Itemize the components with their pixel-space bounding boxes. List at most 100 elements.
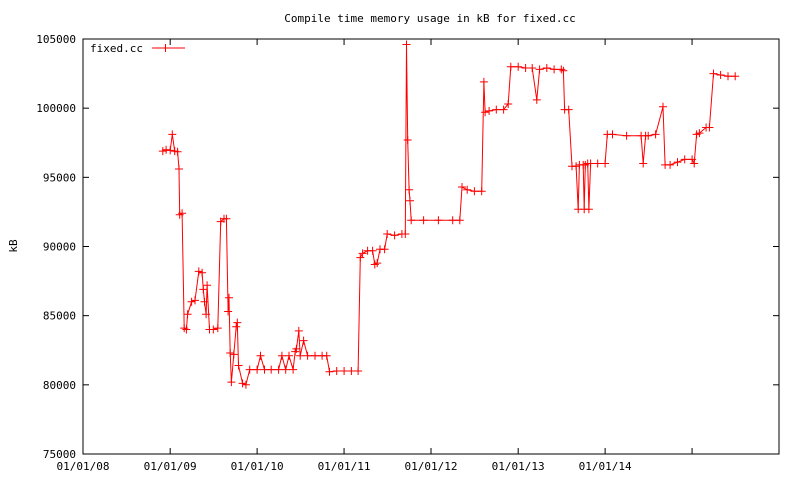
data-point (245, 365, 254, 374)
data-point (173, 147, 182, 156)
data-point (202, 310, 211, 319)
data-point (274, 365, 283, 374)
data-point (209, 325, 218, 334)
data-point (709, 69, 718, 78)
y-tick-label: 85000 (43, 310, 76, 323)
data-point (253, 365, 262, 374)
data-point (532, 95, 541, 104)
y-tick-label: 100000 (36, 102, 76, 115)
data-point (199, 285, 208, 294)
data-point (229, 350, 238, 359)
x-tick-label: 01/01/11 (318, 460, 371, 473)
data-point (514, 62, 523, 71)
data-point (347, 367, 356, 375)
data-point (227, 378, 236, 387)
data-point (535, 65, 544, 74)
data-point (340, 367, 349, 375)
data-point (166, 146, 175, 155)
data-point (380, 245, 389, 254)
plot-border (82, 38, 780, 455)
data-point (358, 249, 367, 258)
data-point (419, 216, 428, 225)
data-point (383, 230, 392, 238)
data-point (550, 65, 559, 74)
data-point (470, 187, 479, 196)
x-tick-label: 01/01/12 (405, 460, 458, 473)
data-point (183, 310, 192, 319)
data-point (695, 129, 704, 138)
data-point (506, 62, 515, 71)
data-point (572, 162, 581, 171)
data-point (356, 253, 365, 262)
data-point (233, 318, 242, 327)
data-point (168, 130, 177, 139)
data-point (622, 131, 631, 140)
data-point (564, 105, 573, 114)
data-point (175, 165, 183, 173)
data-point (256, 351, 265, 360)
data-point (322, 351, 331, 360)
data-point (724, 72, 732, 81)
data-point (402, 40, 411, 49)
data-point (292, 344, 301, 353)
data-point (294, 326, 303, 335)
data-point (406, 196, 414, 205)
data-point (182, 325, 191, 334)
data-point (584, 205, 593, 214)
data-point (299, 336, 308, 345)
data-point (458, 183, 466, 191)
data-point (222, 214, 231, 223)
y-tick-label: 90000 (43, 241, 76, 254)
y-tick-label: 80000 (43, 379, 76, 392)
data-point (225, 293, 233, 302)
data-point (479, 77, 488, 86)
data-point (234, 361, 243, 370)
data-point (285, 351, 293, 360)
data-point (485, 106, 494, 115)
data-point (434, 216, 443, 225)
data-point (289, 365, 298, 374)
data-point (390, 231, 399, 240)
data-point (191, 296, 199, 305)
data-point (504, 100, 513, 108)
data-point (673, 158, 682, 167)
data-point (232, 322, 241, 331)
data-point (194, 267, 203, 276)
legend-label: fixed.cc (90, 42, 143, 55)
data-point (705, 123, 714, 132)
data-point (559, 66, 568, 75)
data-point (666, 160, 675, 169)
data-point (688, 155, 697, 164)
data-point (499, 105, 508, 114)
legend-point-sample (161, 44, 170, 52)
data-point (303, 351, 312, 360)
data-point (455, 216, 464, 225)
data-point (158, 147, 167, 156)
data-point (162, 145, 171, 154)
data-point (680, 155, 689, 164)
data-point (644, 131, 653, 140)
data-point (639, 159, 648, 168)
data-point (492, 105, 501, 114)
data-point (716, 71, 725, 79)
data-point (401, 230, 410, 238)
data-point (368, 246, 377, 255)
y-tick-label: 95000 (43, 171, 76, 184)
data-point (373, 259, 382, 268)
data-point (203, 281, 212, 290)
data-point (463, 185, 472, 194)
y-axis-label: kB (7, 239, 20, 253)
y-tick-label: 105000 (36, 33, 76, 46)
data-point (178, 209, 187, 218)
data-point (325, 367, 334, 376)
data-point (281, 365, 290, 374)
x-tick-label: 01/01/13 (492, 460, 545, 473)
data-point (542, 64, 551, 72)
x-tick-label: 01/01/14 (579, 460, 632, 473)
data-point (226, 349, 235, 357)
data-point (405, 185, 414, 194)
data-point (557, 65, 566, 74)
series-group (158, 40, 740, 389)
x-tick-label: 01/01/08 (57, 460, 110, 473)
